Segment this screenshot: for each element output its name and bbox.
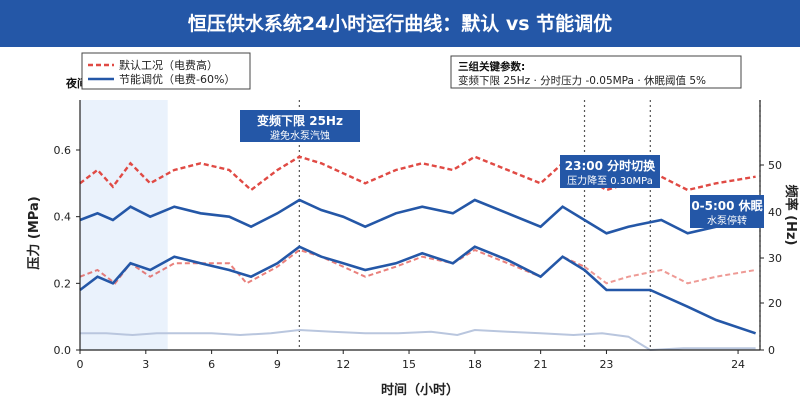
params-text: 变频下限 25Hz · 分时压力 -0.05MPa · 休眠阈值 5%	[458, 74, 706, 87]
x-axis-label: 时间（小时）	[381, 382, 459, 398]
annotation-sleep: 0-5:00 休眠 水泵停转	[690, 195, 764, 228]
x-tick-label: 23	[599, 358, 613, 371]
annotation-title: 23:00 分时切换	[565, 158, 656, 173]
y-tick-label-right: 50	[768, 159, 782, 172]
annotation-title: 变频下限 25Hz	[257, 113, 343, 128]
x-tick-label: 21	[534, 358, 548, 371]
annotation-subtitle: 避免水泵汽蚀	[270, 129, 330, 142]
x-tick-label: 3	[142, 358, 149, 371]
y-tick-label-right: 0	[768, 344, 775, 357]
header-bar	[0, 0, 800, 47]
annotation-subtitle: 压力降至 0.30MPa	[567, 174, 653, 187]
axis-ticks: 0 3 6 9 12 15 18 21 23 24 0.0 0.2 0.4 0.6 0 20 30 40 50	[54, 144, 783, 371]
y-tick-label-left: 0.4	[54, 211, 72, 224]
x-tick-label: 18	[468, 358, 482, 371]
series-optimized-upper	[79, 198, 756, 235]
y-tick-label-right: 30	[768, 252, 782, 265]
y-axis-label-left: 压力 (MPa)	[26, 196, 42, 269]
y-tick-label-left: 0.6	[54, 144, 72, 157]
params-title: 三组关键参数:	[458, 60, 525, 73]
series-optimized-lower	[79, 245, 757, 335]
series-frequency	[80, 328, 756, 352]
x-tick-label: 24	[731, 358, 745, 371]
series-default-lower	[79, 248, 585, 285]
y-tick-label-left: 0.0	[54, 344, 72, 357]
y-tick-label-right: 20	[768, 297, 782, 310]
params-box: 三组关键参数: 变频下限 25Hz · 分时压力 -0.05MPa · 休眠阈值…	[450, 55, 742, 89]
annotation-time-switch: 23:00 分时切换 压力降至 0.30MPa	[560, 155, 660, 188]
page-title: 恒压供水系统24小时运行曲线：默认 vs 节能调优	[188, 12, 612, 35]
series-default-lower-offpeak	[583, 265, 756, 285]
legend-label-default: 默认工况（电费高）	[119, 58, 218, 72]
legend: 默认工况（电费高） 节能调优（电费-60%）	[81, 52, 251, 90]
x-tick-label: 9	[274, 358, 281, 371]
annotation-min-freq: 变频下限 25Hz 避免水泵汽蚀	[240, 110, 360, 142]
x-tick-label: 0	[77, 358, 84, 371]
y-axis-label-right: 频率 (Hz)	[783, 185, 799, 246]
annotation-subtitle: 水泵停转	[707, 214, 747, 227]
y-tick-label-left: 0.2	[54, 277, 72, 290]
x-tick-label: 12	[336, 358, 350, 371]
night-band	[80, 100, 168, 350]
annotation-title: 0-5:00 休眠	[691, 198, 762, 213]
x-tick-label: 6	[208, 358, 215, 371]
y-tick-label-right: 40	[768, 206, 782, 219]
legend-label-optimized: 节能调优（电费-60%）	[119, 72, 235, 86]
x-tick-label: 15	[402, 358, 416, 371]
